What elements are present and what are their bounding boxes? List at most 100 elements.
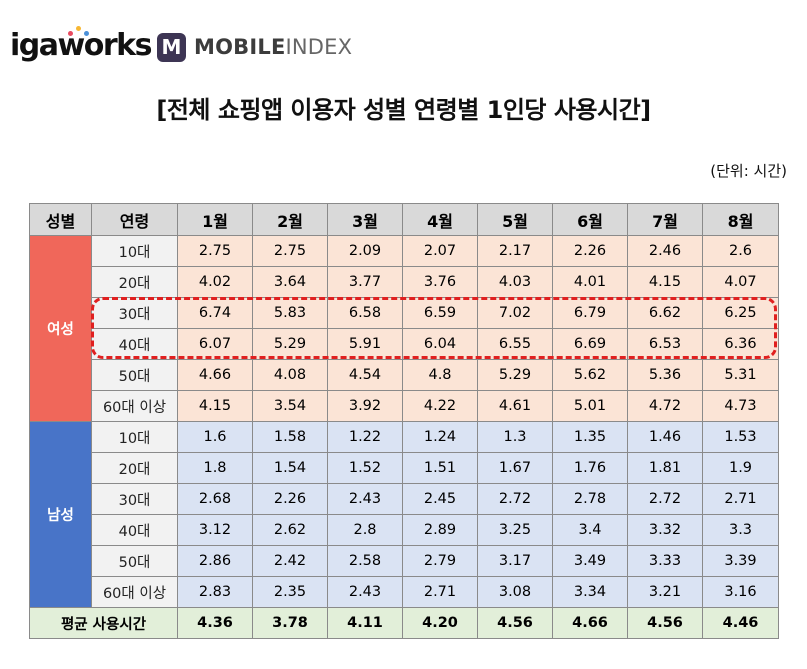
table-row: 20대 4.02 3.64 3.77 3.76 4.03 4.01 4.15 4.07: [30, 266, 779, 298]
value-cell: 2.43: [327, 576, 403, 608]
value-cell: 1.67: [477, 452, 553, 484]
value-cell: 6.07: [177, 328, 253, 360]
value-cell: 2.89: [402, 514, 478, 546]
value-cell: 2.17: [477, 235, 553, 267]
age-cell: 30대: [91, 297, 178, 329]
average-value-cell: 4.56: [477, 607, 553, 639]
value-cell: 2.86: [177, 545, 253, 577]
value-cell: 2.07: [402, 235, 478, 267]
value-cell: 1.8: [177, 452, 253, 484]
value-cell: 1.46: [627, 421, 703, 453]
age-cell: 40대: [91, 328, 178, 360]
age-cell: 30대: [91, 483, 178, 515]
value-cell: 5.62: [552, 359, 628, 391]
value-cell: 6.59: [402, 297, 478, 329]
value-cell: 1.51: [402, 452, 478, 484]
table-row: 50대 4.66 4.08 4.54 4.8 5.29 5.62 5.36 5.31: [30, 359, 779, 391]
column-header: 성별: [29, 203, 92, 236]
value-cell: 3.25: [477, 514, 553, 546]
average-value-cell: 4.56: [627, 607, 703, 639]
average-value-cell: 4.20: [402, 607, 478, 639]
value-cell: 2.6: [702, 235, 779, 267]
value-cell: 1.53: [702, 421, 779, 453]
column-header: 1월: [177, 203, 253, 236]
value-cell: 3.77: [327, 266, 403, 298]
column-header: 8월: [702, 203, 779, 236]
value-cell: 3.08: [477, 576, 553, 608]
age-cell: 60대 이상: [91, 576, 178, 608]
value-cell: 4.22: [402, 390, 478, 422]
table-row: 30대 6.74 5.83 6.58 6.59 7.02 6.79 6.62 6.25: [30, 297, 779, 329]
value-cell: 4.73: [702, 390, 779, 422]
value-cell: 4.01: [552, 266, 628, 298]
value-cell: 1.35: [552, 421, 628, 453]
value-cell: 3.54: [252, 390, 328, 422]
table-footer: 평균 사용시간 4.36 3.78 4.11 4.20 4.56 4.66 4.56 4.46: [29, 607, 779, 639]
value-cell: 2.75: [252, 235, 328, 267]
value-cell: 2.42: [252, 545, 328, 577]
value-cell: 1.9: [702, 452, 779, 484]
column-header: 2월: [252, 203, 328, 236]
table-row: 20대 1.8 1.54 1.52 1.51 1.67 1.76 1.81 1.9: [30, 452, 779, 484]
table-row: 여성 10대 2.75 2.75 2.09 2.07 2.17 2.26 2.46 2.6: [29, 235, 779, 422]
usage-time-table: 성별 연령 1월 2월 3월 4월 5월 6월 7월 8월 여성 10대 2.75 2.75 2.09 2.…: [29, 203, 779, 639]
table-row: 40대 3.12 2.62 2.8 2.89 3.25 3.4 3.32 3.3: [30, 514, 779, 546]
gender-cell-male: 남성: [29, 421, 92, 608]
value-cell: 5.31: [702, 359, 779, 391]
value-cell: 3.64: [252, 266, 328, 298]
value-cell: 2.78: [552, 483, 628, 515]
highlight-box-30s-40s-female: [91, 297, 777, 359]
age-cell: 20대: [91, 452, 178, 484]
value-cell: 4.03: [477, 266, 553, 298]
average-row: 평균 사용시간 4.36 3.78 4.11 4.20 4.56 4.66 4.56 4.46: [29, 607, 779, 639]
value-cell: 2.71: [402, 576, 478, 608]
value-cell: 2.72: [477, 483, 553, 515]
value-cell: 4.8: [402, 359, 478, 391]
value-cell: 3.21: [627, 576, 703, 608]
average-value-cell: 3.78: [252, 607, 328, 639]
table-row: 30대 2.68 2.26 2.43 2.45 2.72 2.78 2.72 2.71: [30, 483, 779, 515]
value-cell: 6.36: [702, 328, 779, 360]
page-title: [전체 쇼핑앱 이용자 성별 연령별 1인당 사용시간]: [156, 96, 651, 124]
table-body: 여성 10대 2.75 2.75 2.09 2.07 2.17 2.26 2.46 2.6 20대 4…: [29, 235, 779, 608]
value-cell: 3.39: [702, 545, 779, 577]
age-cell: 20대: [91, 266, 178, 298]
value-cell: 1.24: [402, 421, 478, 453]
value-cell: 5.91: [327, 328, 403, 360]
value-cell: 4.15: [627, 266, 703, 298]
column-header: 6월: [552, 203, 628, 236]
igaworks-logo-text: igaworks: [10, 28, 152, 63]
value-cell: 5.36: [627, 359, 703, 391]
value-cell: 3.4: [552, 514, 628, 546]
value-cell: 3.3: [702, 514, 779, 546]
logo-dot-yellow: [76, 26, 81, 31]
value-cell: 2.68: [177, 483, 253, 515]
mobileindex-wordmark: MOBILEINDEX: [194, 35, 353, 59]
average-value-cell: 4.36: [177, 607, 253, 639]
value-cell: 2.72: [627, 483, 703, 515]
value-cell: 1.22: [327, 421, 403, 453]
value-cell: 2.58: [327, 545, 403, 577]
value-cell: 6.79: [552, 297, 628, 329]
value-cell: 3.12: [177, 514, 253, 546]
gender-cell-female: 여성: [29, 235, 92, 422]
age-cell: 10대: [91, 235, 178, 267]
value-cell: 5.29: [477, 359, 553, 391]
mobileindex-logo: M MOBILEINDEX: [157, 30, 352, 64]
value-cell: 1.52: [327, 452, 403, 484]
value-cell: 4.08: [252, 359, 328, 391]
value-cell: 3.34: [552, 576, 628, 608]
value-cell: 7.02: [477, 297, 553, 329]
value-cell: 3.17: [477, 545, 553, 577]
column-header: 연령: [91, 203, 178, 236]
value-cell: 2.83: [177, 576, 253, 608]
value-cell: 2.43: [327, 483, 403, 515]
age-cell: 60대 이상: [91, 390, 178, 422]
table-row: 40대 6.07 5.29 5.91 6.04 6.55 6.69 6.53 6.36: [30, 328, 779, 360]
value-cell: 6.55: [477, 328, 553, 360]
value-cell: 2.26: [552, 235, 628, 267]
value-cell: 2.79: [402, 545, 478, 577]
value-cell: 2.62: [252, 514, 328, 546]
value-cell: 1.3: [477, 421, 553, 453]
age-cell: 50대: [91, 545, 178, 577]
